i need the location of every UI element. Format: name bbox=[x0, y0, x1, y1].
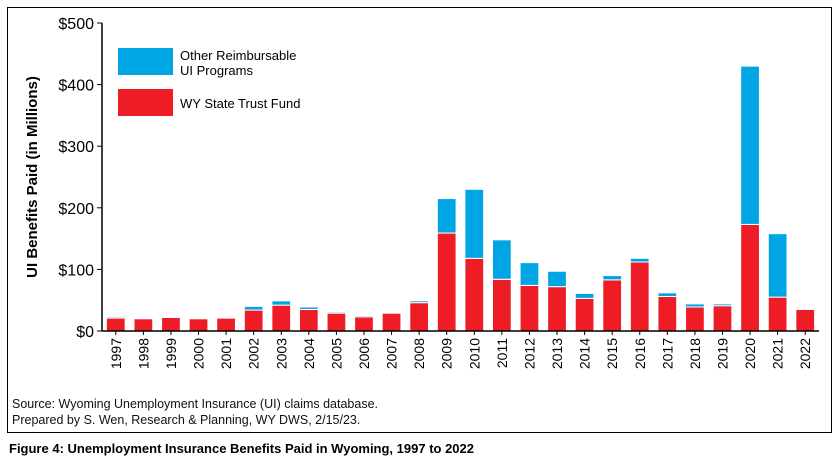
bar-2001-trust-fund bbox=[216, 317, 236, 332]
axes-group bbox=[101, 23, 819, 332]
x-ticks-group: 1997 1998 1999 2000 2001 2002 2003 2004 2005 2006… bbox=[108, 331, 813, 369]
bar-1999-trust-fund bbox=[161, 316, 181, 332]
y-tick-label-5: $500 bbox=[58, 16, 94, 33]
x-tick-label-1997: 1997 bbox=[108, 338, 124, 369]
bar-2021-other-programs bbox=[767, 233, 788, 298]
x-tick-label-2003: 2003 bbox=[273, 338, 289, 369]
legend-label-other-line2: UI Programs bbox=[180, 63, 253, 78]
x-tick-label-2013: 2013 bbox=[549, 338, 565, 369]
x-tick-label-2016: 2016 bbox=[632, 338, 648, 369]
x-tick-label-1998: 1998 bbox=[135, 338, 151, 369]
legend-swatch-other bbox=[118, 48, 173, 75]
source-line-1: Source: Wyoming Unemployment Insurance (… bbox=[12, 397, 379, 411]
x-tick-label-2008: 2008 bbox=[411, 338, 427, 369]
bar-2000-trust-fund bbox=[188, 318, 209, 332]
x-tick-label-2009: 2009 bbox=[439, 338, 455, 369]
x-tick-label-2012: 2012 bbox=[521, 338, 537, 369]
legend-label-trust: WY State Trust Fund bbox=[180, 96, 300, 111]
bar-2021-trust-fund bbox=[767, 296, 788, 332]
bar-2019-trust-fund bbox=[712, 305, 733, 332]
bar-2010-trust-fund bbox=[464, 257, 485, 332]
chart-frame bbox=[7, 7, 832, 433]
bar-1998-trust-fund bbox=[133, 318, 154, 332]
x-tick-label-2022: 2022 bbox=[797, 338, 813, 369]
x-tick-label-2006: 2006 bbox=[356, 338, 372, 369]
bar-2008-other-programs bbox=[409, 300, 430, 304]
x-tick-label-2010: 2010 bbox=[466, 338, 482, 369]
bar-1997-trust-fund bbox=[105, 317, 126, 332]
bar-2006-trust-fund bbox=[354, 316, 374, 332]
bar-2014-other-programs bbox=[574, 292, 595, 299]
bar-2020-trust-fund bbox=[740, 223, 760, 332]
y-tick-label-1: $100 bbox=[58, 262, 94, 279]
x-tick-label-2019: 2019 bbox=[714, 338, 730, 369]
bar-2022-trust-fund bbox=[795, 308, 816, 332]
x-tick-label-2002: 2002 bbox=[246, 338, 262, 369]
bar-2013-trust-fund bbox=[547, 286, 567, 332]
bar-2004-other-programs bbox=[298, 306, 319, 310]
bar-2017-other-programs bbox=[657, 292, 678, 298]
bar-2003-trust-fund bbox=[271, 304, 292, 332]
legend: Other Reimbursable UI Programs WY State … bbox=[118, 48, 300, 116]
bar-2002-trust-fund bbox=[243, 309, 264, 332]
bar-2006-other-programs bbox=[354, 315, 374, 318]
x-tick-label-2005: 2005 bbox=[328, 338, 344, 369]
bar-1999-other-programs bbox=[161, 316, 181, 318]
bar-2014-trust-fund bbox=[574, 297, 595, 332]
bar-2004-trust-fund bbox=[298, 308, 319, 332]
bar-2012-trust-fund bbox=[519, 284, 540, 332]
legend-swatch-trust bbox=[118, 89, 173, 116]
source-line-2: Prepared by S. Wen, Research & Planning,… bbox=[12, 413, 361, 427]
x-tick-label-2018: 2018 bbox=[687, 338, 703, 369]
bar-2011-other-programs bbox=[491, 239, 512, 280]
x-tick-label-1999: 1999 bbox=[163, 338, 179, 369]
bar-2013-other-programs bbox=[547, 270, 567, 288]
bar-2009-trust-fund bbox=[436, 232, 457, 332]
bar-2016-trust-fund bbox=[629, 261, 650, 332]
y-tick-label-0: $0 bbox=[76, 324, 94, 341]
bar-2017-trust-fund bbox=[657, 296, 678, 332]
bar-2016-other-programs bbox=[629, 257, 650, 263]
x-tick-label-2017: 2017 bbox=[659, 338, 675, 369]
legend-label-other-line1: Other Reimbursable bbox=[180, 48, 296, 63]
x-tick-label-2000: 2000 bbox=[191, 338, 207, 369]
bar-2009-other-programs bbox=[436, 198, 457, 234]
bar-2001-other-programs bbox=[216, 316, 236, 319]
x-tick-label-2020: 2020 bbox=[742, 338, 758, 369]
figure-caption: Figure 4: Unemployment Insurance Benefit… bbox=[9, 441, 474, 456]
bar-2003-other-programs bbox=[271, 300, 292, 306]
x-tick-label-2004: 2004 bbox=[301, 338, 317, 369]
bar-2018-trust-fund bbox=[685, 306, 705, 332]
bar-2002-other-programs bbox=[243, 305, 264, 311]
bar-1998-other-programs bbox=[133, 317, 154, 320]
bar-2019-other-programs bbox=[712, 303, 733, 307]
x-tick-label-2011: 2011 bbox=[494, 338, 510, 368]
bar-2020-other-programs bbox=[740, 65, 760, 225]
y-tick-label-2: $200 bbox=[58, 201, 94, 218]
bar-2007-trust-fund bbox=[381, 312, 402, 332]
bar-2015-other-programs bbox=[602, 275, 623, 281]
bar-1997-other-programs bbox=[105, 316, 126, 319]
bar-2018-other-programs bbox=[685, 303, 705, 308]
x-tick-label-2007: 2007 bbox=[384, 338, 400, 369]
bar-2010-other-programs bbox=[464, 188, 485, 259]
bar-2008-trust-fund bbox=[409, 302, 430, 332]
x-tick-label-2001: 2001 bbox=[218, 338, 234, 369]
y-tick-label-3: $300 bbox=[58, 139, 94, 156]
bar-2011-trust-fund bbox=[491, 278, 512, 332]
bar-2012-other-programs bbox=[519, 262, 540, 286]
x-tick-label-2021: 2021 bbox=[770, 338, 786, 369]
bar-2005-trust-fund bbox=[326, 312, 347, 332]
x-tick-label-2015: 2015 bbox=[604, 338, 620, 369]
bar-2000-other-programs bbox=[188, 317, 209, 320]
bar-2015-trust-fund bbox=[602, 279, 623, 332]
y-tick-label-4: $400 bbox=[58, 78, 94, 95]
y-axis-label: UI Benefits Paid (in Millions) bbox=[24, 76, 41, 278]
y-ticks-group: $0 $100 $200 $300 $400 $500 bbox=[58, 16, 102, 341]
bar-2005-other-programs bbox=[326, 311, 347, 314]
bar-2007-other-programs bbox=[381, 312, 402, 314]
x-tick-label-2014: 2014 bbox=[577, 338, 593, 369]
